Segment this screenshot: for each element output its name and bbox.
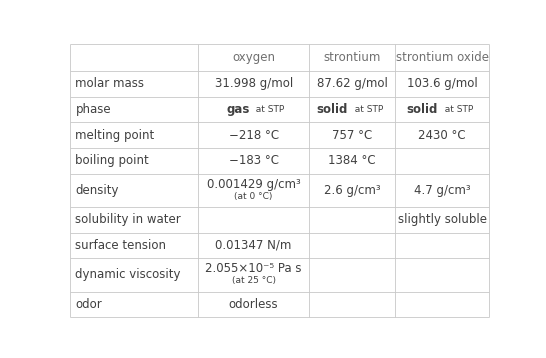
Text: 1384 °C: 1384 °C — [328, 154, 376, 167]
Text: 103.6 g/mol: 103.6 g/mol — [407, 77, 478, 91]
Text: 757 °C: 757 °C — [332, 129, 372, 142]
Text: density: density — [75, 184, 119, 197]
Text: melting point: melting point — [75, 129, 155, 142]
Text: odor: odor — [75, 298, 102, 311]
Text: gas: gas — [226, 103, 250, 116]
Text: molar mass: molar mass — [75, 77, 145, 91]
Text: solubility in water: solubility in water — [75, 213, 181, 226]
Text: −218 °C: −218 °C — [229, 129, 278, 142]
Text: (at 0 °C): (at 0 °C) — [234, 192, 273, 201]
Text: dynamic viscosity: dynamic viscosity — [75, 268, 181, 281]
Text: oxygen: oxygen — [232, 51, 275, 64]
Text: solid: solid — [317, 103, 348, 116]
Text: 31.998 g/mol: 31.998 g/mol — [215, 77, 293, 91]
Text: 2.6 g/cm³: 2.6 g/cm³ — [324, 184, 381, 197]
Text: strontium oxide: strontium oxide — [396, 51, 489, 64]
Text: solid: solid — [407, 103, 438, 116]
Text: at STP: at STP — [439, 105, 473, 114]
Text: −183 °C: −183 °C — [229, 154, 278, 167]
Text: (at 25 °C): (at 25 °C) — [232, 276, 276, 285]
Text: 2430 °C: 2430 °C — [418, 129, 466, 142]
Text: phase: phase — [75, 103, 111, 116]
Text: 4.7 g/cm³: 4.7 g/cm³ — [414, 184, 471, 197]
Text: odorless: odorless — [229, 298, 278, 311]
Text: 87.62 g/mol: 87.62 g/mol — [317, 77, 388, 91]
Text: 0.001429 g/cm³: 0.001429 g/cm³ — [207, 178, 300, 191]
Text: 2.055×10⁻⁵ Pa s: 2.055×10⁻⁵ Pa s — [205, 262, 302, 275]
Text: strontium: strontium — [323, 51, 381, 64]
Text: at STP: at STP — [250, 105, 284, 114]
Text: slightly soluble: slightly soluble — [397, 213, 486, 226]
Text: boiling point: boiling point — [75, 154, 149, 167]
Text: surface tension: surface tension — [75, 239, 167, 252]
Text: at STP: at STP — [349, 105, 383, 114]
Text: 0.01347 N/m: 0.01347 N/m — [216, 239, 292, 252]
